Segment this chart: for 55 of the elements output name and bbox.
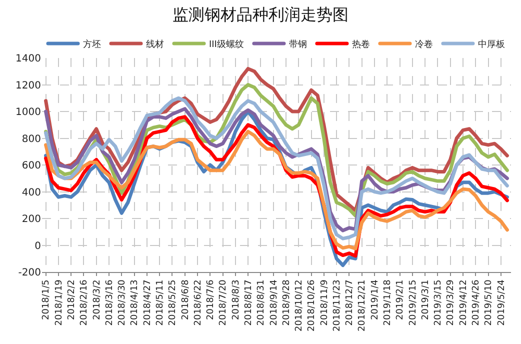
legend-label: 热卷	[352, 39, 370, 50]
legend-label: 方坯	[83, 39, 101, 50]
x-tick-label: 2018/3/30	[118, 279, 128, 326]
x-tick-label: 2019/3/29	[446, 279, 456, 326]
x-tick-label: 2019/5/24	[496, 279, 507, 326]
x-tick-label: 2018/9/14	[269, 279, 280, 326]
x-tick-label: 2019/1/18	[383, 279, 394, 326]
y-tick-label: -200	[18, 268, 41, 278]
x-tick-label: 2019/4/12	[458, 280, 469, 326]
x-tick-label: 2019/3/1	[420, 280, 431, 320]
x-tick-label: 2019/4/26	[472, 279, 482, 326]
x-tick-label: 2018/6/8	[180, 279, 191, 320]
x-tick-label: 2018/5/25	[168, 280, 178, 326]
chart-title: 监测钢材品种利润走势图	[172, 4, 348, 24]
x-tick-label: 2018/8/17	[244, 280, 254, 326]
x-tick-label: 2018/1/5	[42, 280, 52, 320]
y-tick-label: 800	[22, 134, 41, 145]
x-tick-label: 2018/11/9	[320, 279, 330, 326]
x-tick-label: 2018/7/6	[206, 279, 216, 320]
x-tick-label: 2018/12/21	[358, 280, 368, 332]
y-tick-label: 1400	[16, 54, 41, 64]
legend-label: 中厚板	[478, 39, 505, 50]
x-tick-label: 2019/2/15	[408, 280, 418, 326]
x-tick-label: 2018/8/31	[256, 280, 267, 326]
legend-label: 冷卷	[414, 39, 433, 50]
x-tick-label: 2019/1/4	[370, 279, 380, 320]
x-tick-label: 2018/10/12	[294, 280, 305, 332]
x-tick-label: 2019/3/15	[434, 280, 444, 326]
x-tick-label: 2018/5/11	[155, 280, 166, 326]
y-tick-label: 600	[22, 160, 41, 172]
x-tick-label: 2018/1/19	[54, 279, 64, 326]
x-tick-label: 2018/4/13	[130, 280, 140, 326]
x-tick-label: 2019/2/1	[396, 280, 406, 320]
x-tick-label: 2018/9/28	[282, 279, 292, 326]
x-tick-label: 2018/3/2	[92, 280, 102, 320]
x-tick-label: 2018/2/16	[80, 279, 90, 326]
x-tick-label: 2018/3/16	[104, 279, 115, 326]
x-tick-label: 2018/10/26	[307, 279, 318, 332]
x-tick-label: 2018/12/7	[345, 280, 356, 326]
x-tick-label: 2018/8/3	[231, 280, 242, 320]
x-tick-label: 2018/6/22	[193, 280, 204, 326]
legend-label: 带钢	[288, 39, 307, 50]
y-tick-label: 1000	[16, 107, 41, 118]
x-tick-label: 2018/11/23	[332, 280, 342, 332]
legend-label: III级螺纹	[209, 39, 244, 50]
legend-label: 线材	[146, 39, 164, 50]
x-tick-label: 2018/2/2	[67, 280, 78, 320]
y-tick-label: 1200	[16, 80, 41, 92]
y-tick-label: 400	[22, 187, 41, 198]
y-tick-label: 200	[22, 214, 41, 225]
x-tick-label: 2018/4/27	[142, 280, 153, 326]
line-series	[44, 130, 509, 250]
x-tick-label: 2018/7/20	[218, 279, 229, 326]
y-tick-label: 0	[34, 240, 41, 252]
x-tick-label: 2019/5/10	[484, 279, 494, 326]
